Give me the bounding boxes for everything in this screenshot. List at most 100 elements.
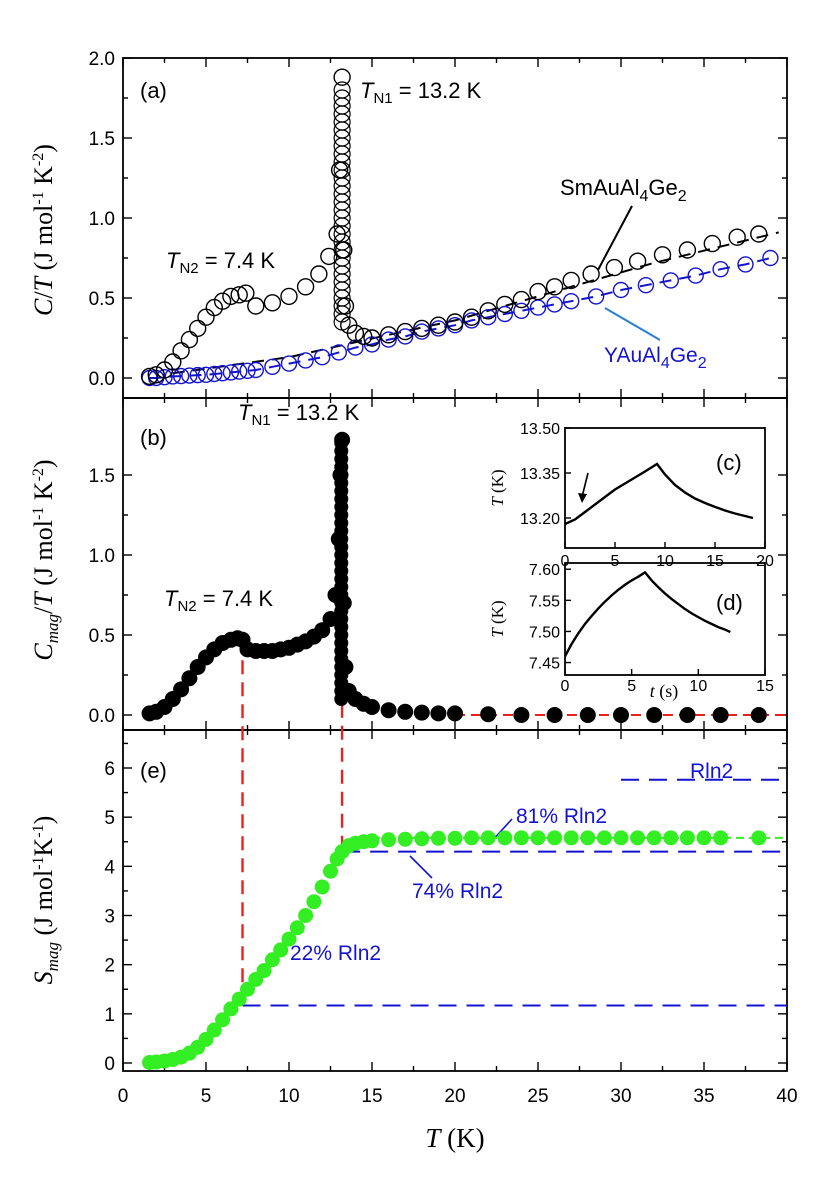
point-yaualge xyxy=(546,296,563,313)
panel-a-markers xyxy=(140,68,779,387)
point-smaualge xyxy=(247,297,265,315)
point-smag xyxy=(215,1012,231,1028)
point-yaualge xyxy=(496,305,513,323)
point-yaualge xyxy=(206,365,223,383)
inset-d-ytick-label: 7.45 xyxy=(529,656,560,673)
point-cmag xyxy=(314,622,331,639)
y-tick-label: 0 xyxy=(104,1054,115,1075)
p81-label: 81% Rln2 xyxy=(516,805,607,828)
y-tick-label: 6 xyxy=(104,759,115,780)
y-axis-label-b: Cmag/T (J mol-1 K-2) xyxy=(29,459,62,660)
legend-pointer-y xyxy=(604,307,661,341)
inset-c-xtick-label: 20 xyxy=(756,553,774,570)
y-tick-label: 5 xyxy=(104,808,115,829)
inset-d-ytick-label: 7.60 xyxy=(529,562,560,579)
point-yaualge xyxy=(637,277,655,294)
x-tick-label: 15 xyxy=(361,1086,382,1107)
point-yaualge xyxy=(197,366,215,383)
point-smag xyxy=(513,830,529,846)
point-smag xyxy=(206,1022,222,1038)
point-cmag xyxy=(579,707,596,723)
legend-smaualge: SmAuAl4Ge2 xyxy=(560,175,687,205)
point-smag xyxy=(630,830,646,846)
point-smaualge xyxy=(188,319,207,338)
point-cmag xyxy=(397,703,414,720)
point-smag xyxy=(696,830,712,846)
point-cmag xyxy=(181,670,198,687)
point-smaualge xyxy=(363,329,381,347)
panel-label-c: (c) xyxy=(716,450,742,475)
point-smag xyxy=(679,830,695,846)
point-smaualge xyxy=(479,302,497,320)
point-smag xyxy=(663,830,679,846)
point-yaualge xyxy=(264,358,281,375)
point-smag xyxy=(314,879,330,895)
point-smag xyxy=(323,863,338,879)
y-tick-label: 0.0 xyxy=(89,369,115,390)
point-cmag xyxy=(750,707,767,723)
point-yaualge xyxy=(314,349,331,366)
y-tick-label: 1.5 xyxy=(89,466,115,487)
point-smaualge xyxy=(230,286,248,304)
point-yaualge xyxy=(712,261,729,278)
point-yaualge xyxy=(247,361,265,379)
inset-d-xtick-label: 10 xyxy=(689,678,707,695)
point-smaualge xyxy=(462,308,481,326)
inset-d-xlabel: t (s) xyxy=(650,681,679,702)
x-tick-label: 25 xyxy=(527,1086,548,1107)
point-smag xyxy=(713,830,729,846)
point-smaualge xyxy=(263,294,282,312)
inset-c-ytick-label: 13.50 xyxy=(520,421,560,438)
y-tick-label: 3 xyxy=(104,907,115,928)
point-smag xyxy=(464,830,480,846)
panel-e-markers xyxy=(142,830,787,1071)
point-yaualge xyxy=(214,365,231,382)
reference-lines xyxy=(241,439,787,1007)
tn1-annotation-a: TN1 = 13.2 K xyxy=(360,78,482,107)
p74-label: 74% Rln2 xyxy=(412,880,503,903)
point-cmag xyxy=(364,699,380,715)
point-smag xyxy=(447,830,463,846)
point-yaualge xyxy=(762,249,779,267)
y-tick-label: 0.5 xyxy=(89,626,115,647)
tn2-annotation-b: TN2 = 7.4 K xyxy=(164,586,273,615)
point-smag xyxy=(240,981,255,997)
y-axis-label-a: C/T (J mol-1 K-2) xyxy=(29,144,58,316)
tn1-annotation-b: TN1 = 13.2 K xyxy=(238,400,360,429)
point-smaualge xyxy=(582,265,600,283)
point-smag xyxy=(223,1001,239,1017)
legend-yaualge: YAuAl4Ge2 xyxy=(604,344,707,372)
tn1-value-b: = 13.2 K xyxy=(271,400,360,425)
inset-c-frame xyxy=(564,427,766,549)
point-smaualge xyxy=(147,366,165,384)
point-smaualge xyxy=(545,278,564,296)
point-cmag xyxy=(679,707,696,723)
point-smaualge xyxy=(172,342,190,360)
point-smag xyxy=(480,830,496,846)
point-smaualge xyxy=(562,271,580,290)
point-smaualge xyxy=(529,282,547,301)
point-smaualge xyxy=(396,322,414,341)
point-smag xyxy=(547,830,563,846)
panel-b-frame xyxy=(122,397,788,731)
inset-c-ytick-label: 13.20 xyxy=(520,511,560,528)
x-tick-label: 5 xyxy=(201,1086,212,1107)
inset-d-ylabel: T (K) xyxy=(488,600,507,637)
point-smag xyxy=(256,963,272,979)
point-smaualge xyxy=(164,353,182,371)
p74-pointer xyxy=(409,855,433,879)
point-yaualge xyxy=(380,331,397,348)
point-cmag xyxy=(646,707,663,723)
point-smaualge xyxy=(355,327,373,346)
x-tick-label: 10 xyxy=(278,1086,299,1107)
point-smag xyxy=(646,830,662,846)
inset-d-xtick-label: 5 xyxy=(627,678,636,695)
y-tick-label: 1.0 xyxy=(89,546,115,567)
point-smaualge xyxy=(333,68,351,86)
point-smag xyxy=(613,830,629,846)
point-smag xyxy=(751,830,767,846)
point-yaualge xyxy=(397,328,414,345)
point-yaualge xyxy=(737,256,754,273)
point-yaualge xyxy=(230,363,248,380)
